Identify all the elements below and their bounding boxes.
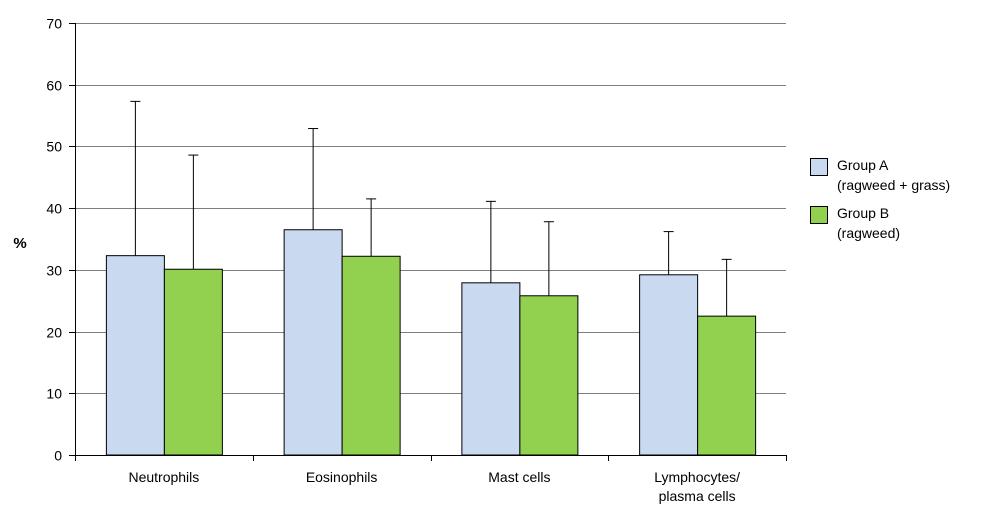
y-tick-label: 10 xyxy=(46,386,62,402)
x-category-label: Mast cells xyxy=(488,469,550,485)
bar xyxy=(639,274,699,456)
bar xyxy=(163,268,223,456)
y-axis: 0 10 20 30 40 50 60 70 xyxy=(46,16,76,464)
bar xyxy=(461,282,521,456)
x-category-label: plasma cells xyxy=(659,488,736,504)
y-tick-label: 50 xyxy=(46,139,62,155)
legend-swatch-group-a xyxy=(810,158,828,176)
y-axis-label: % xyxy=(13,235,26,252)
legend-item-group-b: Group B (ragweed) xyxy=(810,203,950,243)
x-category-label: Lymphocytes/ xyxy=(654,469,740,485)
x-category-label: Eosinophils xyxy=(306,469,378,485)
legend-label-group-b-line2: (ragweed) xyxy=(837,225,901,241)
legend-label-group-b-line1: Group B xyxy=(837,205,890,221)
y-tick-label: 40 xyxy=(46,201,62,217)
x-category-label: Neutrophils xyxy=(128,469,199,485)
y-tick-label: 70 xyxy=(46,16,62,32)
y-tick-label: 30 xyxy=(46,263,62,279)
y-tick-label: 0 xyxy=(54,448,62,464)
legend-label-group-a-line2: (ragweed + grass) xyxy=(837,177,951,193)
legend-item-group-a: Group A (ragweed + grass) xyxy=(810,155,950,195)
bar xyxy=(697,315,757,456)
bars xyxy=(105,100,757,456)
y-tick-label: 60 xyxy=(46,78,62,94)
bar xyxy=(519,295,579,456)
bar xyxy=(283,229,343,456)
legend-swatch-group-b xyxy=(810,206,828,224)
bar xyxy=(341,255,401,456)
bar xyxy=(105,255,165,456)
legend: Group A (ragweed + grass) Group B (ragwe… xyxy=(810,155,950,251)
x-axis: Neutrophils Eosinophils Mast cells Lymphocy… xyxy=(75,455,787,504)
legend-label-group-a-line1: Group A xyxy=(837,157,889,173)
y-tick-label: 20 xyxy=(46,325,62,341)
